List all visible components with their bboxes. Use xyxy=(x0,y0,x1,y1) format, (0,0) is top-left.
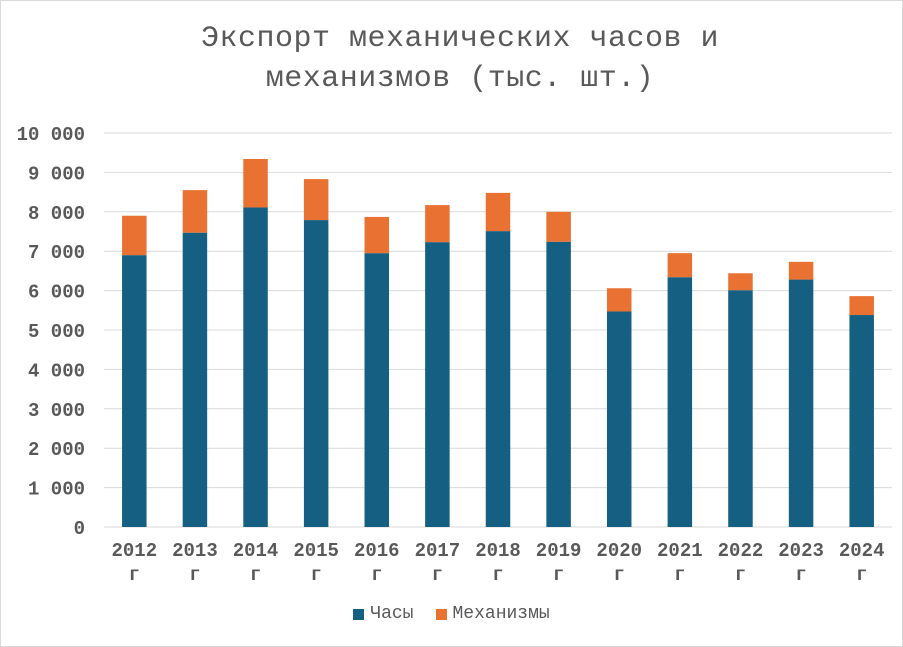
x-tick-label-suffix: г xyxy=(735,564,746,586)
y-tick-label: 8 000 xyxy=(28,203,85,225)
legend-swatch-mekhanizmy xyxy=(435,608,447,620)
x-tick-label: 2012 xyxy=(112,540,158,562)
bar-mekhanizmy-4 xyxy=(364,216,390,254)
y-tick-label: 1 000 xyxy=(28,479,85,501)
bar-chasy-1 xyxy=(182,232,208,527)
bar-mekhanizmy-6 xyxy=(485,192,511,232)
bar-mekhanizmy-7 xyxy=(546,211,571,242)
x-tick-label: 2017 xyxy=(415,540,461,562)
bar-mekhanizmy-0 xyxy=(122,215,147,256)
bar-chasy-11 xyxy=(788,279,814,527)
bar-mekhanizmy-1 xyxy=(182,190,208,233)
x-tick-label: 2022 xyxy=(718,540,764,562)
x-tick-label-suffix: г xyxy=(310,564,321,586)
y-tick-label: 0 xyxy=(74,518,85,540)
y-tick-label: 9 000 xyxy=(28,163,85,185)
x-tick-label: 2021 xyxy=(657,540,703,562)
bar-mekhanizmy-12 xyxy=(849,296,874,316)
bar-mekhanizmy-5 xyxy=(425,205,450,243)
x-tick-label-suffix: г xyxy=(795,564,806,586)
x-tick-label-suffix: г xyxy=(674,564,685,586)
y-tick-label: 5 000 xyxy=(28,321,85,343)
bar-chasy-7 xyxy=(546,241,571,527)
legend-label-chasy: Часы xyxy=(370,604,414,624)
legend-swatch-chasy xyxy=(353,608,365,620)
bar-chasy-3 xyxy=(303,220,329,527)
bar-chasy-10 xyxy=(728,290,753,527)
bar-chasy-12 xyxy=(849,315,874,527)
y-tick-label: 7 000 xyxy=(28,242,85,264)
bar-mekhanizmy-11 xyxy=(788,261,814,280)
bar-mekhanizmy-10 xyxy=(728,273,753,291)
x-tick-label: 2014 xyxy=(233,540,279,562)
bar-chasy-4 xyxy=(364,253,390,528)
x-tick-label: 2024 xyxy=(839,540,885,562)
bar-mekhanizmy-8 xyxy=(606,288,632,312)
x-tick-label-suffix: г xyxy=(553,564,564,586)
x-tick-label: 2016 xyxy=(354,540,400,562)
y-tick-label: 2 000 xyxy=(28,439,85,461)
x-tick-label: 2013 xyxy=(172,540,218,562)
bar-mekhanizmy-2 xyxy=(243,159,268,208)
x-tick-label-suffix: г xyxy=(614,564,625,586)
y-tick-label: 10 000 xyxy=(17,124,85,146)
bar-chasy-9 xyxy=(667,277,693,527)
chart-title-line-2: механизмов (тыс. шт.) xyxy=(265,62,655,96)
bar-mekhanizmy-3 xyxy=(303,179,329,221)
x-tick-label-suffix: г xyxy=(432,564,443,586)
y-tick-label: 6 000 xyxy=(28,282,85,304)
x-tick-label: 2018 xyxy=(475,540,521,562)
y-tick-label: 4 000 xyxy=(28,360,85,382)
legend-item-chasy: Часы xyxy=(353,604,414,624)
x-tick-label: 2023 xyxy=(778,540,824,562)
x-tick-label-suffix: г xyxy=(371,564,382,586)
x-tick-label: 2019 xyxy=(536,540,582,562)
x-tick-label-suffix: г xyxy=(492,564,503,586)
bar-chasy-5 xyxy=(425,242,450,527)
legend-item-mekhanizmy: Механизмы xyxy=(435,604,550,624)
bar-chasy-2 xyxy=(243,207,268,527)
legend-label-mekhanizmy: Механизмы xyxy=(452,604,550,624)
x-tick-label: 2015 xyxy=(293,540,339,562)
y-tick-label: 3 000 xyxy=(28,400,85,422)
chart-title-line-1: Экспорт механических часов и xyxy=(200,22,720,56)
x-tick-label-suffix: г xyxy=(856,564,867,586)
legend: Часы Механизмы xyxy=(0,604,903,624)
x-tick-label-suffix: г xyxy=(129,564,140,586)
bar-chasy-0 xyxy=(122,255,147,527)
x-tick-label-suffix: г xyxy=(189,564,200,586)
bar-mekhanizmy-9 xyxy=(667,253,693,278)
bar-chasy-8 xyxy=(606,311,632,527)
bar-chasy-6 xyxy=(485,231,511,527)
x-tick-label-suffix: г xyxy=(250,564,261,586)
x-tick-label: 2020 xyxy=(596,540,642,562)
